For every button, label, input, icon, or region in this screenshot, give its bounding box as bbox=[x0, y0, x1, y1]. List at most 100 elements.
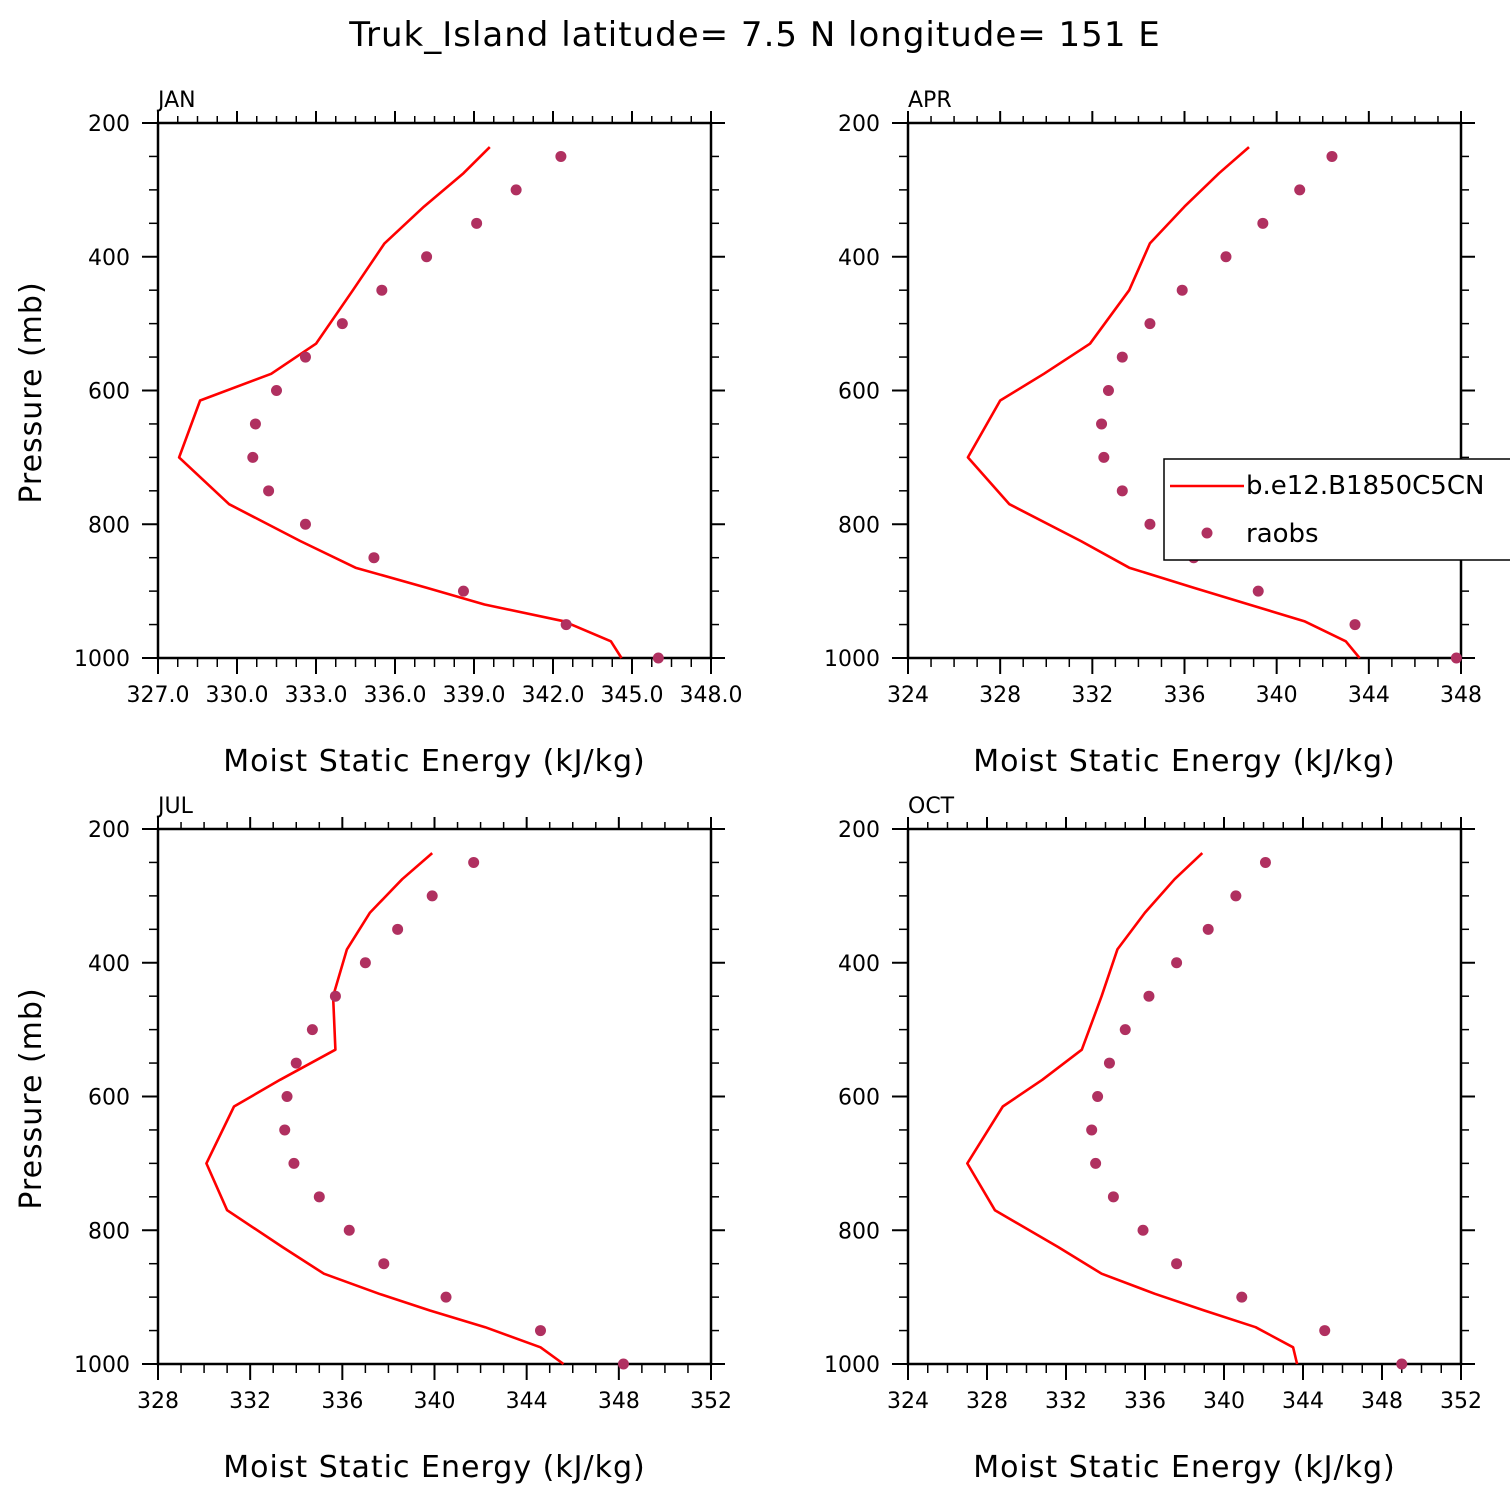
raobs-point bbox=[329, 990, 341, 1002]
y-tick-label: 800 bbox=[838, 1219, 880, 1244]
y-tick-label: 200 bbox=[88, 818, 130, 843]
raobs-point bbox=[471, 217, 483, 229]
x-tick-label: 324 bbox=[887, 1389, 929, 1414]
raobs-point bbox=[1319, 1325, 1331, 1337]
raobs-point bbox=[510, 184, 522, 196]
raobs-point bbox=[247, 451, 259, 463]
x-tick-label: 336 bbox=[1164, 683, 1206, 708]
raobs-point bbox=[343, 1224, 355, 1236]
x-axis-label: Moist Static Energy (kJ/kg) bbox=[973, 744, 1396, 779]
raobs-point bbox=[440, 1291, 452, 1303]
y-tick-label: 1000 bbox=[824, 1353, 880, 1378]
raobs-point bbox=[1259, 856, 1271, 868]
panel-label: JAN bbox=[156, 88, 196, 113]
raobs-point bbox=[560, 619, 572, 631]
y-tick-label: 800 bbox=[88, 513, 130, 538]
raobs-point bbox=[1090, 1157, 1102, 1169]
raobs-point bbox=[1116, 485, 1128, 497]
x-tick-label: 327.0 bbox=[127, 683, 190, 708]
raobs-point bbox=[376, 284, 388, 296]
y-tick-label: 1000 bbox=[824, 647, 880, 672]
raobs-point bbox=[1144, 318, 1156, 330]
raobs-point bbox=[306, 1024, 318, 1036]
raobs-point bbox=[1171, 957, 1183, 969]
raobs-point bbox=[1230, 890, 1242, 902]
raobs-point bbox=[1102, 385, 1114, 396]
y-tick-label: 400 bbox=[88, 246, 130, 271]
raobs-point bbox=[1143, 990, 1155, 1002]
raobs-point bbox=[1119, 1024, 1131, 1036]
raobs-point bbox=[1450, 652, 1462, 664]
x-tick-label: 328 bbox=[966, 1389, 1008, 1414]
legend-box bbox=[1163, 458, 1510, 561]
raobs-point bbox=[1257, 217, 1269, 229]
raobs-point bbox=[1236, 1291, 1248, 1303]
raobs-point bbox=[1137, 1224, 1149, 1236]
y-tick-label: 1000 bbox=[74, 647, 130, 672]
raobs-point bbox=[281, 1091, 293, 1102]
panel-label: OCT bbox=[908, 794, 955, 819]
y-tick-label: 600 bbox=[838, 380, 880, 405]
x-tick-label: 336.0 bbox=[364, 683, 427, 708]
raobs-point bbox=[271, 385, 282, 396]
x-tick-label: 336 bbox=[321, 1389, 363, 1414]
legend-label-model: b.e12.B1850C5CN bbox=[1246, 471, 1484, 501]
raobs-point bbox=[1176, 284, 1188, 296]
raobs-point bbox=[1326, 150, 1338, 162]
raobs-point bbox=[313, 1191, 325, 1203]
raobs-point bbox=[1116, 351, 1128, 363]
raobs-point bbox=[263, 485, 275, 497]
x-tick-label: 344 bbox=[1348, 683, 1390, 708]
raobs-point bbox=[392, 923, 404, 935]
raobs-point bbox=[1220, 251, 1232, 263]
raobs-point bbox=[1107, 1191, 1119, 1203]
y-tick-label: 1000 bbox=[74, 1353, 130, 1378]
raobs-point bbox=[1103, 1057, 1115, 1069]
panels: JAN 327.0 330.0 333.0 336.0 339.0 342.0 345.0 34… bbox=[14, 88, 1482, 1485]
panel-oct: OCT 324 328 332 336 340 344 348 352 200 400 600 800 1… bbox=[824, 794, 1482, 1485]
y-axis-label: Pressure (mb) bbox=[14, 281, 49, 503]
x-axis-label: Moist Static Energy (kJ/kg) bbox=[223, 744, 646, 779]
y-tick-label: 600 bbox=[838, 1086, 880, 1111]
x-tick-label: 328 bbox=[979, 683, 1021, 708]
x-axis-label: Moist Static Energy (kJ/kg) bbox=[223, 1450, 646, 1485]
raobs-point bbox=[1349, 619, 1361, 631]
x-tick-label: 348 bbox=[598, 1389, 640, 1414]
x-tick-label: 352 bbox=[690, 1389, 732, 1414]
x-tick-label: 345.0 bbox=[601, 683, 664, 708]
x-tick-label: 332 bbox=[1071, 683, 1113, 708]
raobs-point bbox=[1294, 184, 1306, 196]
x-tick-label: 330.0 bbox=[206, 683, 269, 708]
panel-apr: APR 324 328 332 336 340 344 348 200 400 600 800 1000… bbox=[824, 88, 1482, 779]
x-axis-label: Moist Static Energy (kJ/kg) bbox=[973, 1450, 1396, 1485]
x-tick-label: 340 bbox=[1203, 1389, 1245, 1414]
plot-frame bbox=[906, 827, 1463, 1366]
panel-jan: JAN 327.0 330.0 333.0 336.0 339.0 342.0 345.0 34… bbox=[14, 88, 742, 779]
raobs-point bbox=[1092, 1091, 1104, 1102]
x-tick-label: 340 bbox=[1256, 683, 1298, 708]
raobs-point bbox=[299, 518, 311, 530]
raobs-point bbox=[1202, 923, 1214, 935]
x-tick-label: 344 bbox=[1282, 1389, 1324, 1414]
raobs-point bbox=[1098, 451, 1110, 463]
x-tick-label: 339.0 bbox=[443, 683, 506, 708]
plot-frame bbox=[156, 121, 713, 660]
x-tick-label: 340 bbox=[414, 1389, 456, 1414]
raobs-point bbox=[1096, 418, 1108, 430]
raobs-point bbox=[288, 1157, 300, 1169]
y-tick-label: 400 bbox=[838, 246, 880, 271]
panel-label: JUL bbox=[156, 794, 194, 819]
x-tick-label: 328 bbox=[137, 1389, 179, 1414]
y-tick-label: 600 bbox=[88, 380, 130, 405]
x-tick-label: 333.0 bbox=[285, 683, 348, 708]
raobs-point bbox=[457, 585, 469, 597]
raobs-point bbox=[279, 1124, 291, 1136]
x-tick-label: 352 bbox=[1440, 1389, 1482, 1414]
plot-frame bbox=[156, 827, 713, 1366]
y-tick-label: 800 bbox=[88, 1219, 130, 1244]
raobs-point bbox=[1086, 1124, 1098, 1136]
raobs-point bbox=[359, 957, 371, 969]
model-line-series bbox=[205, 852, 565, 1366]
y-tick-label: 200 bbox=[838, 818, 880, 843]
